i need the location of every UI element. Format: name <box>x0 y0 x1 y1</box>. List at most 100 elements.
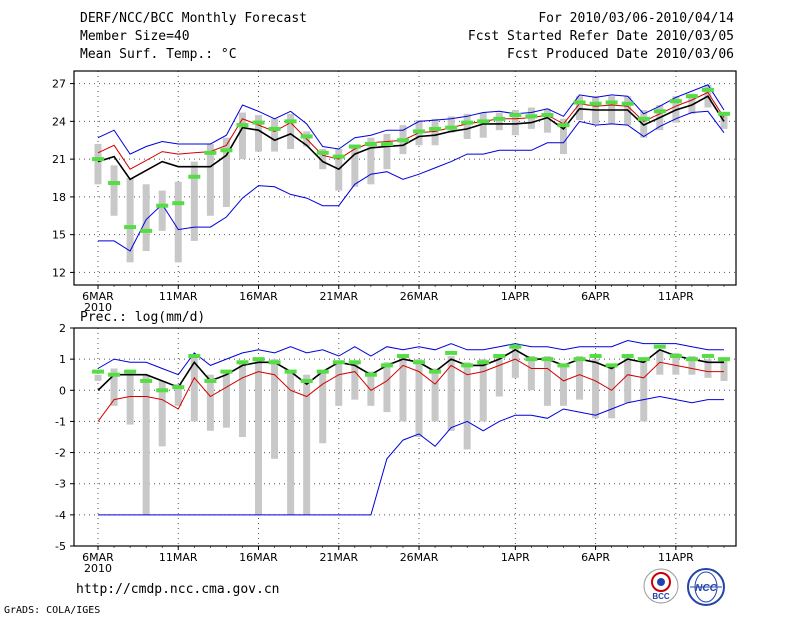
x-tick-label: 6MAR <box>82 290 114 303</box>
chart-title: DERF/NCC/BCC Monthly Forecast <box>80 11 307 26</box>
spread-bar <box>222 137 230 207</box>
member-mark <box>445 125 458 130</box>
member-mark <box>364 372 377 377</box>
member-mark <box>348 144 361 149</box>
spread-bar <box>190 161 198 241</box>
member-mark <box>573 357 586 362</box>
member-mark <box>316 369 329 374</box>
spread-bar <box>158 190 166 231</box>
spread-bar <box>383 133 391 170</box>
x-tick-label: 26MAR <box>400 290 439 303</box>
spread-bar <box>495 112 503 131</box>
member-mark <box>236 123 249 128</box>
x-tick-label: 2010 <box>84 562 112 575</box>
spread-bar <box>720 359 728 381</box>
spread-bar <box>110 368 118 406</box>
x-tick-label: 21MAR <box>319 290 358 303</box>
member-mark <box>220 148 233 153</box>
y-tick-label: -2 <box>55 447 66 460</box>
x-tick-label: 1APR <box>501 290 530 303</box>
member-mark <box>718 111 730 116</box>
member-size-label: Member Size=40 <box>80 29 190 44</box>
spread-bar <box>415 359 423 437</box>
spread-bar <box>576 356 584 400</box>
member-mark <box>637 116 650 121</box>
member-mark <box>653 344 666 349</box>
bcc-logo-text: BCC <box>652 592 670 601</box>
bcc-logo: BCC <box>643 568 679 604</box>
member-mark <box>156 203 169 208</box>
member-mark <box>140 378 153 383</box>
member-mark <box>204 378 217 383</box>
spread-bar <box>206 144 214 216</box>
member-mark <box>140 228 153 233</box>
member-mark <box>685 357 698 362</box>
spread-bar <box>463 113 471 139</box>
spread-bar <box>688 93 696 114</box>
x-tick-label: 26MAR <box>400 551 439 564</box>
spread-bar <box>255 359 263 515</box>
member-mark <box>252 120 265 125</box>
member-mark <box>557 123 570 128</box>
member-mark <box>108 372 121 377</box>
spread-bar <box>431 368 439 422</box>
y-tick-label: -4 <box>55 509 66 522</box>
y-tick-label: 2 <box>59 322 66 335</box>
member-mark <box>541 357 554 362</box>
spread-bar <box>608 365 616 419</box>
member-mark <box>316 150 329 155</box>
spread-bar <box>447 356 455 431</box>
member-mark <box>172 201 185 206</box>
member-mark <box>413 360 426 365</box>
member-mark <box>124 225 137 230</box>
member-mark <box>493 116 506 121</box>
member-mark <box>380 142 393 147</box>
member-mark <box>380 363 393 368</box>
spread-bar <box>94 144 102 185</box>
spread-bar <box>126 371 134 425</box>
member-mark <box>461 363 474 368</box>
member-mark <box>188 354 201 359</box>
spread-bar <box>174 181 182 263</box>
spread-bar <box>351 145 359 187</box>
y-tick-label: 27 <box>52 78 66 91</box>
member-mark <box>573 100 586 105</box>
bottom-variable-label: Prec.: log(mm/d) <box>80 310 206 325</box>
member-mark <box>477 360 490 365</box>
member-mark <box>525 357 538 362</box>
member-mark <box>605 100 618 105</box>
spread-bar <box>222 371 230 428</box>
member-mark <box>332 360 345 365</box>
member-mark <box>172 385 185 390</box>
plot-frame <box>73 327 737 547</box>
spread-bar <box>271 359 279 459</box>
y-tick-label: 12 <box>52 266 66 279</box>
spread-bar <box>640 359 648 422</box>
member-mark <box>348 360 361 365</box>
member-mark <box>445 350 458 355</box>
source-url[interactable]: http://cmdp.ncc.cma.gov.cn <box>76 582 280 597</box>
x-tick-label: 21MAR <box>319 551 358 564</box>
ncc-logo-text: NCC <box>695 583 717 594</box>
spread-bar <box>255 115 263 152</box>
member-mark <box>396 354 409 359</box>
y-tick-label: -3 <box>55 478 66 491</box>
y-tick-label: 15 <box>52 229 66 242</box>
x-tick-label: 6APR <box>581 551 610 564</box>
spread-bar <box>559 118 567 155</box>
member-mark <box>589 101 602 106</box>
spread-bar <box>335 362 343 406</box>
spread-bar <box>672 352 680 375</box>
spread-bar <box>704 359 712 378</box>
spread-bar <box>126 178 134 263</box>
x-tick-label: 6MAR <box>82 551 114 564</box>
spread-bar <box>543 356 551 406</box>
member-mark <box>396 138 409 143</box>
member-mark <box>669 99 682 104</box>
spread-bar <box>495 356 503 397</box>
spread-bar <box>287 371 295 515</box>
x-tick-label: 11APR <box>658 551 694 564</box>
member-mark <box>124 369 137 374</box>
